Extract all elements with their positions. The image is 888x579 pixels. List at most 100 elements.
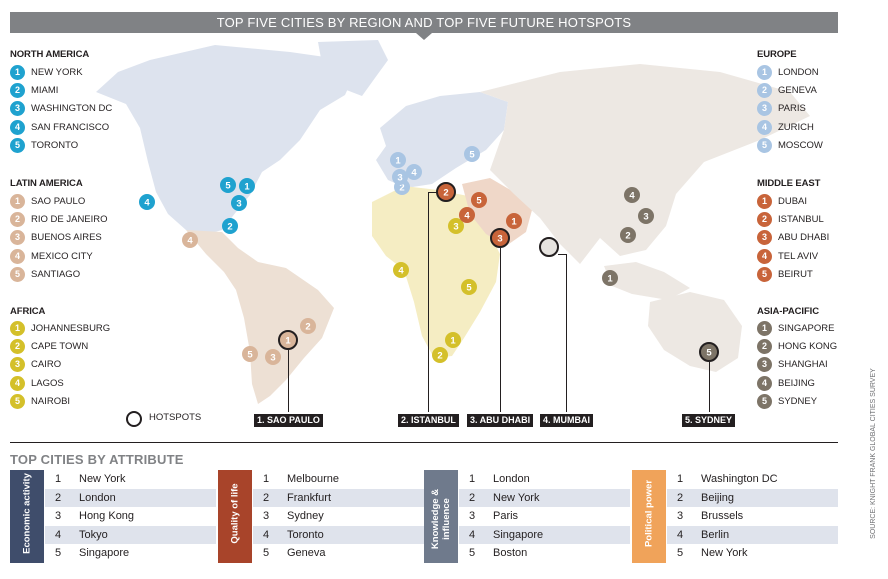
legend-item-middle-east-1: 1 DUBAI xyxy=(757,194,807,209)
marker-asia-pacific-4: 4 xyxy=(624,187,640,203)
rank-badge: 4 xyxy=(10,375,25,391)
attribute-city: Washington DC xyxy=(701,473,778,485)
legend-item-north-america-5: 5 TORONTO xyxy=(10,137,79,153)
svg-text:2: 2 xyxy=(443,188,448,199)
city-name: BUENOS AIRES xyxy=(31,232,102,244)
legend-item-europe-4: 4 ZURICH xyxy=(757,119,814,135)
attribute-row: 4 Tokyo xyxy=(45,525,216,544)
region-title-asia-pacific: ASIA-PACIFIC xyxy=(757,306,819,317)
svg-text:1: 1 xyxy=(450,336,456,347)
legend-item-middle-east-2: 2 ISTANBUL xyxy=(757,212,824,228)
marker-north-america-4: 4 xyxy=(139,194,155,210)
legend-item-europe-2: 2 GENEVA xyxy=(757,83,817,99)
attribute-city: London xyxy=(79,491,116,504)
title-notch xyxy=(416,33,432,40)
section-divider xyxy=(10,442,838,443)
attribute-category-label: Knowledge & influence xyxy=(430,488,452,550)
attribute-rank: 5 xyxy=(54,547,62,560)
marker-latin-america-5: 5 xyxy=(242,346,258,362)
marker-latin-america-1: 1 xyxy=(278,330,298,350)
attribute-row: 1 New York xyxy=(45,470,216,488)
svg-text:5: 5 xyxy=(476,196,482,207)
hotspot-line-mumbai xyxy=(566,254,567,412)
rank-badge: 3 xyxy=(757,230,772,246)
city-name: MEXICO CITY xyxy=(31,250,93,262)
city-name: NAIROBI xyxy=(31,395,71,407)
attribute-rank: 2 xyxy=(676,491,684,504)
city-name: SAN FRANCISCO xyxy=(31,121,110,133)
attribute-block-2: Quality of life 1 Melbourne 2 Frankfurt 3 Sydn… xyxy=(218,470,424,563)
city-name: CAIRO xyxy=(31,359,62,371)
legend-item-asia-pacific-1: 1 SINGAPORE xyxy=(757,321,835,336)
city-name: DUBAI xyxy=(778,196,808,207)
attribute-row: 2 Beijing xyxy=(667,488,838,507)
city-name: SAO PAULO xyxy=(31,196,86,207)
city-name: TORONTO xyxy=(31,139,79,151)
svg-text:4: 4 xyxy=(411,168,417,179)
attribute-category: Political power xyxy=(632,470,666,563)
city-name: SINGAPORE xyxy=(778,323,835,334)
marker-middle-east-1: 1 xyxy=(506,213,522,229)
attribute-row: 2 New York xyxy=(459,488,630,507)
svg-text:1: 1 xyxy=(395,156,401,167)
attribute-category-label: Economic activity xyxy=(21,473,33,554)
city-name: GENEVA xyxy=(778,85,817,97)
rank-badge: 2 xyxy=(10,83,25,99)
hotspot-label-2: 2. ISTANBUL xyxy=(398,414,459,427)
region-title-europe: EUROPE xyxy=(757,49,797,60)
rank-badge: 1 xyxy=(10,321,25,336)
attribute-rank: 4 xyxy=(262,528,270,541)
attribute-city: Beijing xyxy=(701,491,735,504)
svg-text:5: 5 xyxy=(466,283,472,294)
city-name: NEW YORK xyxy=(31,67,83,78)
attribute-row: 4 Toronto xyxy=(253,525,424,544)
city-name: TEL AVIV xyxy=(778,250,819,262)
marker-middle-east-3: 3 xyxy=(490,228,510,248)
legend-item-africa-5: 5 NAIROBI xyxy=(10,393,71,409)
hotspot-key-label: HOTSPOTS xyxy=(149,412,202,423)
attribute-rank: 4 xyxy=(468,528,476,541)
rank-badge: 3 xyxy=(757,101,772,117)
map-landmasses xyxy=(96,40,810,404)
asia-landmass xyxy=(480,64,810,264)
city-name: HONG KONG xyxy=(778,341,838,353)
svg-text:5: 5 xyxy=(247,350,253,361)
attribute-city: Tokyo xyxy=(79,528,108,541)
svg-text:3: 3 xyxy=(236,199,241,210)
svg-text:2: 2 xyxy=(227,222,232,233)
north-america-landmass xyxy=(96,45,360,236)
hotspot-label-1: 1. SAO PAULO xyxy=(254,414,323,427)
europe-landmass xyxy=(376,92,508,188)
city-name: MIAMI xyxy=(31,85,59,97)
rank-badge: 1 xyxy=(10,194,25,209)
city-name: LONDON xyxy=(778,67,819,78)
hotspot-line-sydney xyxy=(709,362,710,412)
attribute-row: 5 New York xyxy=(667,544,838,562)
hotspot-key-icon xyxy=(126,411,142,427)
legend-item-africa-1: 1 JOHANNESBURG xyxy=(10,321,110,336)
svg-text:4: 4 xyxy=(144,198,150,209)
svg-text:1: 1 xyxy=(607,274,613,285)
australia-landmass xyxy=(648,292,742,372)
legend-item-asia-pacific-3: 3 SHANGHAI xyxy=(757,357,828,373)
city-name: RIO DE JANEIRO xyxy=(31,214,108,226)
rank-badge: 2 xyxy=(757,83,772,99)
attribute-rank: 5 xyxy=(676,547,684,560)
legend-item-north-america-4: 4 SAN FRANCISCO xyxy=(10,119,110,135)
svg-text:3: 3 xyxy=(453,222,458,233)
attribute-block-3: Knowledge & influence 1 London 2 New York 3 Pa… xyxy=(424,470,630,563)
legend-item-latin-america-3: 3 BUENOS AIRES xyxy=(10,230,102,246)
rank-badge: 4 xyxy=(10,248,25,264)
marker-latin-america-3: 3 xyxy=(265,349,281,365)
rank-badge: 2 xyxy=(10,339,25,355)
attribute-category-label: Quality of life xyxy=(229,483,241,544)
city-name: JOHANNESBURG xyxy=(31,323,111,334)
city-name: SYDNEY xyxy=(778,395,818,407)
svg-text:1: 1 xyxy=(511,217,517,228)
marker-middle-east-2: 2 xyxy=(436,182,456,202)
legend-item-asia-pacific-5: 5 SYDNEY xyxy=(757,393,818,409)
attribute-rank: 1 xyxy=(54,473,62,485)
marker-africa-4: 4 xyxy=(393,262,409,278)
region-title-africa: AFRICA xyxy=(10,306,46,317)
legend-item-africa-4: 4 LAGOS xyxy=(10,375,64,391)
